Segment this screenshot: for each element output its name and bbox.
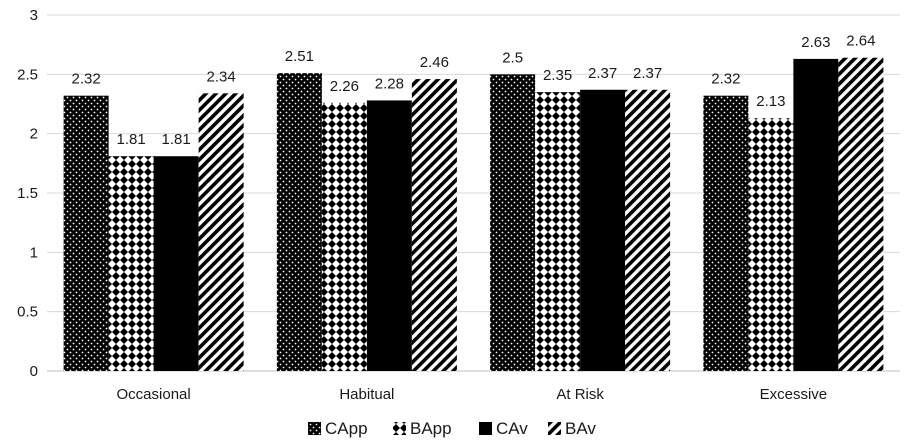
- data-label: 2.64: [846, 33, 875, 50]
- bar-capp-excessive: [703, 95, 749, 372]
- bar-bav-excessive: [838, 57, 884, 371]
- x-tick-label: At Risk: [556, 386, 604, 403]
- x-tick-label: Habitual: [339, 386, 394, 403]
- legend-label-cav: CAv: [496, 419, 528, 438]
- bar-cav-at-risk: [580, 89, 626, 371]
- legend-label-bav: BAv: [565, 419, 596, 438]
- legend: CApp BApp CAv BAv: [308, 419, 596, 438]
- bar-capp-at-risk: [490, 74, 536, 371]
- data-label: 2.34: [207, 68, 236, 85]
- y-tick-label: 3: [30, 7, 38, 24]
- bar-bapp-excessive: [748, 118, 794, 372]
- data-label: 2.5: [502, 49, 523, 66]
- bar-bapp-occasional: [108, 156, 154, 371]
- bar-bav-habitual: [411, 79, 457, 371]
- bar-cav-excessive: [793, 58, 839, 371]
- x-tick-label: Excessive: [760, 386, 828, 403]
- y-tick-label: 2: [30, 126, 38, 143]
- bar-bapp-habitual: [321, 102, 367, 372]
- y-tick-label: 1: [30, 244, 38, 261]
- bar-bav-occasional: [198, 93, 244, 371]
- y-tick-label: 2.5: [17, 66, 38, 83]
- legend-label-capp: CApp: [325, 419, 368, 438]
- data-label: 2.32: [72, 71, 101, 88]
- data-label: 1.81: [162, 131, 191, 148]
- bars: [63, 57, 884, 372]
- legend-swatch-bapp: [393, 422, 406, 435]
- y-axis: 0 0.5 1 1.5 2 2.5 3: [17, 7, 38, 380]
- data-label: 2.63: [801, 34, 830, 51]
- x-tick-label: Occasional: [117, 386, 191, 403]
- y-tick-label: 0: [30, 363, 38, 380]
- y-tick-label: 1.5: [17, 185, 38, 202]
- data-labels: 2.32 1.81 1.81 2.34 2.51 2.26 2.28 2.46 2.5 2.35 2…: [72, 33, 876, 148]
- legend-swatch-capp: [308, 422, 321, 435]
- bar-cav-habitual: [366, 100, 412, 371]
- legend-swatch-bav: [548, 422, 561, 435]
- data-label: 2.28: [375, 75, 404, 92]
- data-label: 2.46: [420, 54, 449, 71]
- bar-cav-occasional: [153, 156, 199, 371]
- x-axis: Occasional Habitual At Risk Excessive: [117, 386, 828, 403]
- data-label: 2.35: [543, 67, 572, 84]
- y-tick-label: 0.5: [17, 304, 38, 321]
- legend-swatch-cav: [479, 422, 492, 435]
- data-label: 2.26: [330, 78, 359, 95]
- data-label: 2.13: [756, 93, 785, 110]
- bar-bav-at-risk: [625, 89, 671, 371]
- bar-capp-habitual: [276, 73, 322, 371]
- bar-capp-occasional: [63, 95, 109, 372]
- data-label: 2.37: [588, 65, 617, 82]
- data-label: 2.51: [285, 48, 314, 65]
- data-label: 1.81: [117, 131, 146, 148]
- data-label: 2.37: [633, 65, 662, 82]
- legend-label-bapp: BApp: [410, 419, 452, 438]
- bar-bapp-at-risk: [535, 92, 581, 371]
- data-label: 2.32: [711, 71, 740, 88]
